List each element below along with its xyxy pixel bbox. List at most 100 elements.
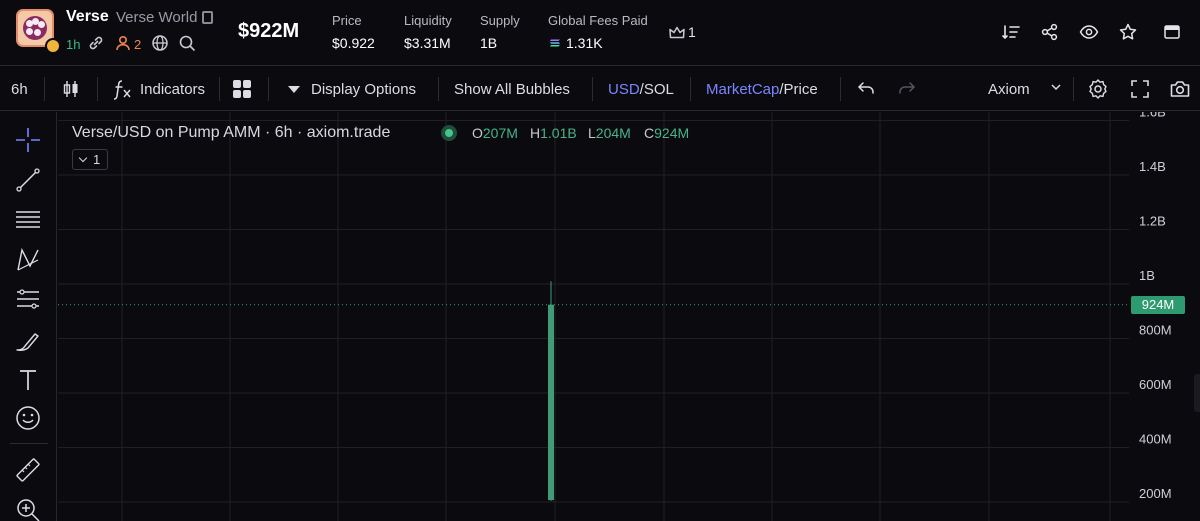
share-icon[interactable] (1040, 22, 1060, 42)
logo-dot (26, 28, 33, 35)
chevron-down-icon[interactable] (1048, 79, 1064, 95)
metric-toggle[interactable]: MarketCap/Price (706, 81, 818, 98)
ohlc-high: H1.01B (530, 125, 577, 141)
scroll-handle[interactable] (1194, 374, 1200, 412)
horizontal-lines-icon[interactable] (14, 206, 42, 234)
y-tick-label: 1B (1139, 268, 1155, 283)
fib-icon[interactable] (14, 286, 42, 314)
metric-marketcap: MarketCap (706, 81, 780, 98)
logo-dot (32, 18, 39, 25)
divider (97, 77, 98, 101)
settings-icon[interactable] (1087, 78, 1109, 100)
y-tick-label: 1.6B (1139, 112, 1166, 120)
drawing-toolbar (0, 112, 57, 521)
last-price-label: 924M (1131, 295, 1185, 314)
copy-icon[interactable] (202, 11, 213, 24)
ohlc-open: O207M (472, 125, 518, 141)
global-fees-label: Global Fees Paid (548, 13, 648, 28)
brush-icon[interactable] (14, 326, 42, 354)
token-age: 1h (66, 37, 81, 52)
solana-icon (550, 39, 560, 47)
divider (840, 77, 841, 101)
display-options-button[interactable]: Display Options (311, 81, 417, 98)
price-chart[interactable]: 1.6B 1.4B 1.2B 1B 800M 600M 400M 200M Verse/USD… (58, 112, 1200, 521)
liquidity-value: $3.31M (404, 35, 451, 51)
y-tick-label: 1.2B (1139, 214, 1166, 229)
collapse-count: 1 (93, 152, 101, 167)
y-tick-label: 200M (1139, 486, 1172, 501)
link-icon[interactable] (87, 34, 105, 52)
layout-icon[interactable] (1162, 22, 1182, 42)
pattern-icon[interactable] (14, 246, 42, 274)
divider (268, 77, 269, 101)
zoom-in-icon[interactable] (14, 496, 42, 521)
grid-icon[interactable] (231, 78, 253, 100)
logo-dot (38, 21, 45, 28)
holders-count: 2 (134, 37, 142, 52)
token-full-name: Verse World (116, 9, 198, 26)
holders-icon[interactable] (114, 34, 132, 52)
source-selector[interactable]: Axiom (988, 81, 1030, 98)
divider (438, 77, 439, 101)
live-status-icon (441, 125, 457, 141)
supply-value: 1B (480, 35, 498, 51)
price-label: Price (332, 13, 362, 28)
chart-canvas[interactable]: 1.6B 1.4B 1.2B 1B 800M 600M 400M 200M (58, 112, 1200, 521)
redo-icon[interactable] (896, 78, 918, 100)
show-all-bubbles-button[interactable]: Show All Bubbles (454, 81, 570, 98)
text-icon[interactable] (14, 366, 42, 394)
indicator-collapse-button[interactable]: 1 (72, 149, 108, 170)
token-header: Verse Verse World 1h 2 $922M Price $0.92… (0, 0, 1200, 66)
crosshair-icon[interactable] (14, 126, 42, 154)
emoji-icon[interactable] (14, 404, 42, 432)
chart-toolbar: 6h Indicators Display Options Show All B… (0, 67, 1200, 111)
token-symbol: Verse (66, 8, 109, 25)
logo-dot (34, 29, 41, 36)
divider (1073, 77, 1074, 101)
timeframe-selector[interactable]: 6h (11, 81, 28, 98)
currency-usd: USD (608, 81, 640, 98)
logo-dot (26, 20, 33, 27)
market-cap-value: $922M (238, 20, 300, 42)
y-tick-label: 400M (1139, 432, 1172, 447)
divider (44, 77, 45, 101)
currency-toggle[interactable]: USD/SOL (608, 81, 674, 98)
ohlc-low-key: L (588, 125, 596, 141)
list-icon[interactable] (1001, 22, 1021, 42)
chart-legend-title: Verse/USD on Pump AMM · 6h · axiom.trade (72, 124, 391, 141)
ohlc-low-value: 204M (595, 125, 631, 141)
ohlc-close-value: 924M (654, 125, 690, 141)
candle-icon[interactable] (60, 78, 82, 100)
eye-icon[interactable] (1079, 22, 1099, 42)
global-fees-value: 1.31K (566, 35, 603, 51)
star-icon[interactable] (1118, 22, 1138, 42)
divider (219, 77, 220, 101)
indicators-button[interactable]: Indicators (140, 81, 206, 98)
ohlc-open-value: 207M (482, 125, 518, 141)
divider (690, 77, 691, 101)
ohlc-close: C924M (644, 125, 689, 141)
ohlc-high-key: H (530, 125, 541, 141)
ruler-icon[interactable] (14, 456, 42, 484)
fullscreen-icon[interactable] (1129, 78, 1151, 100)
currency-separator: / (639, 81, 644, 98)
globe-icon[interactable] (151, 34, 169, 52)
price-value: $0.922 (332, 35, 375, 51)
supply-label: Supply (480, 13, 520, 28)
logo-mark (23, 16, 47, 40)
candle-body (548, 304, 554, 501)
y-tick-label: 800M (1139, 323, 1172, 338)
crown-icon[interactable] (668, 24, 686, 42)
metric-price: Price (783, 81, 818, 98)
ohlc-low: L204M (588, 125, 631, 141)
trend-line-icon[interactable] (14, 166, 42, 194)
pump-badge-icon (45, 38, 61, 54)
y-tick-label: 1.4B (1139, 159, 1166, 174)
caret-icon[interactable] (283, 78, 305, 100)
camera-icon[interactable] (1169, 78, 1191, 100)
y-tick-label: 600M (1139, 377, 1172, 392)
undo-icon[interactable] (855, 78, 877, 100)
search-icon[interactable] (178, 34, 196, 52)
token-logo[interactable] (16, 9, 54, 47)
fx-icon[interactable] (111, 78, 133, 100)
